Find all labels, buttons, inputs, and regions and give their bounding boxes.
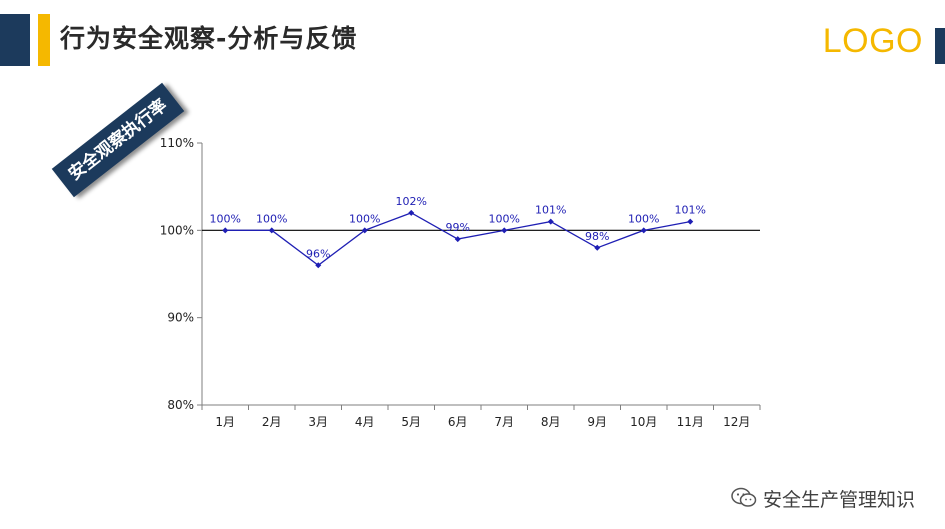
data-point [268,227,275,234]
footer: 安全生产管理知识 [731,483,915,513]
data-point [315,262,322,269]
data-label: 100% [349,212,380,225]
data-label: 102% [396,195,427,208]
series-group [222,209,694,269]
data-point [594,244,601,251]
x-tick-label: 2月 [262,415,282,429]
x-tick-label: 1月 [215,415,235,429]
data-label: 101% [675,204,706,217]
x-tick-label: 10月 [630,415,657,429]
header-accent-bar-gold [38,14,50,66]
x-tick-label: 8月 [541,415,561,429]
data-label: 100% [628,212,659,225]
data-point [361,227,368,234]
header-accent-bar-right [935,28,945,64]
data-point [687,218,694,225]
y-tick-label: 90% [167,311,194,325]
footer-text: 安全生产管理知识 [762,488,915,511]
data-point [501,227,508,234]
data-point [222,227,229,234]
data-point [640,227,647,234]
y-tick-label: 110% [160,136,194,150]
data-label: 100% [256,212,287,225]
x-tick-label: 3月 [308,415,328,429]
x-tick-label: 7月 [494,415,514,429]
data-point [454,236,461,243]
y-tick-label: 100% [160,223,194,237]
x-tick-label: 11月 [677,415,704,429]
data-label: 100% [210,212,241,225]
data-label: 98% [585,230,609,243]
x-tick-label: 6月 [448,415,468,429]
x-tick-label: 5月 [401,415,421,429]
x-tick-label: 12月 [723,415,750,429]
data-label: 99% [446,221,470,234]
page-title: 行为安全观察-分析与反馈 [60,24,358,53]
data-label: 101% [535,204,566,217]
x-tick-label: 4月 [355,415,375,429]
logo: LOGO [822,22,923,60]
data-label: 100% [489,212,520,225]
data-label-group: 100% 100% 96% 100% 102% 99% 100% 101% 98% 100% 101… [210,195,706,260]
chart-axes: 80% 90% 100% 110% 1月 2月 3月 4月 5月 6月 7月 8月 9月 10月 11月 12… [160,136,761,429]
wechat-icon [731,487,757,507]
data-point [547,218,554,225]
data-label: 96% [306,247,330,260]
y-tick-label: 80% [167,398,194,412]
header-accent-bar [0,14,30,66]
data-point [408,209,415,216]
x-tick-label: 9月 [587,415,607,429]
